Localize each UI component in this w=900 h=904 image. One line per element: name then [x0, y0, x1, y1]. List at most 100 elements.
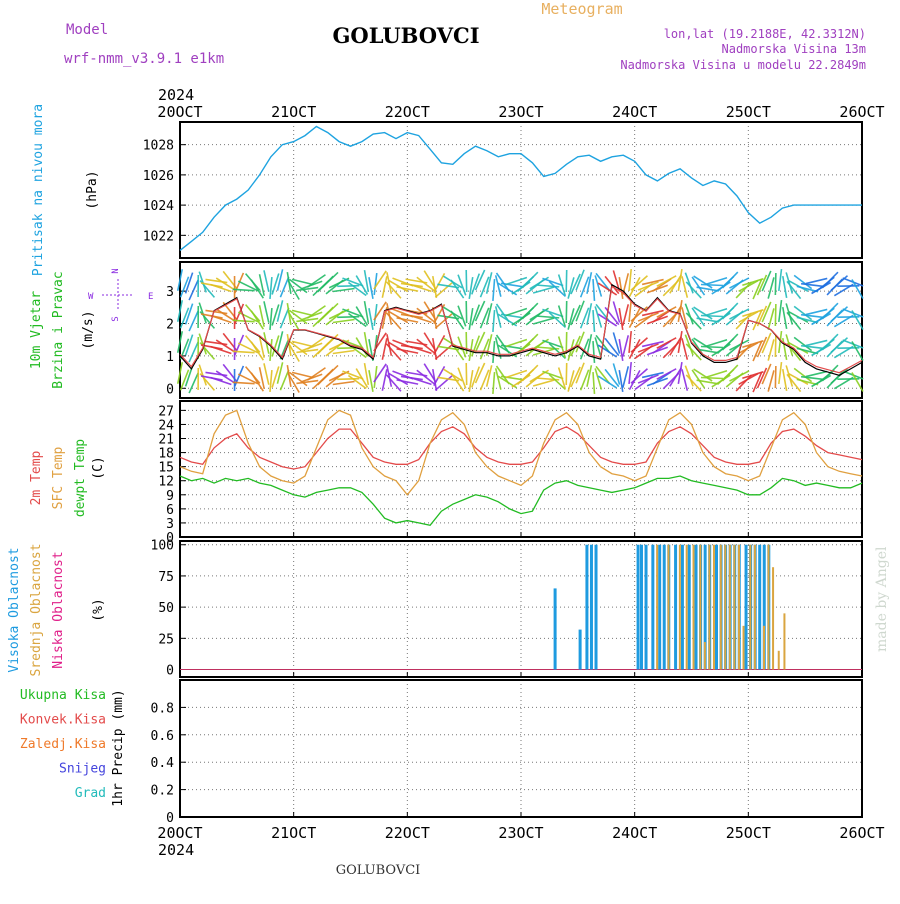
wind-arrow: [593, 310, 594, 332]
y-tick-label: 50: [158, 601, 174, 616]
y-tick-label: 12: [158, 475, 174, 490]
y-tick-label: 25: [158, 632, 174, 647]
mid-cloud-bar: [656, 545, 658, 670]
x-tick-label-top: 26OCT: [839, 103, 884, 121]
wind-arrow: [337, 317, 359, 318]
wind-arrow: [593, 341, 594, 363]
y-tick-label: 1024: [143, 199, 174, 214]
mid-cloud-bar: [763, 626, 765, 670]
wind-arrow: [333, 288, 355, 291]
wind-arrow: [337, 379, 359, 380]
high-cloud-bar: [681, 545, 684, 670]
wind-arrow: [506, 278, 527, 285]
wind-arrow: [701, 284, 723, 285]
footer-station: GOLUBOVCI: [336, 863, 421, 878]
wind-arrow: [333, 319, 355, 322]
wind-arrow: [682, 338, 687, 359]
dewpt-ylabel: dewpt Temp: [73, 439, 88, 517]
wind-arrow: [533, 380, 554, 386]
wind-arrow: [701, 346, 723, 347]
pressure-ylabel: Pritisak na nivou mora: [31, 104, 46, 276]
wind-arrow: [189, 373, 198, 393]
x-tick-label-bottom: 25OCT: [726, 824, 771, 842]
legend-convective-rain: Konvek.Kisa: [20, 713, 106, 728]
wind-arrow: [779, 300, 782, 322]
wind-arrow: [506, 309, 527, 316]
wind-arrow: [801, 346, 823, 349]
wind-arrow: [469, 308, 472, 330]
model-altitude: Nadmorska Visina u modelu 22.2849m: [620, 58, 866, 72]
wind-arrow: [433, 369, 437, 391]
x-tick-label-bottom: 20OCT: [157, 824, 202, 842]
mid-cloud-bar: [699, 545, 701, 670]
high-cloud-bar: [637, 545, 640, 670]
wind-arrow: [682, 276, 687, 297]
wind-arrow: [277, 269, 282, 290]
wind-arrow: [706, 309, 727, 316]
wind-ylabel-2: Brzina i Pravac: [51, 271, 66, 388]
y-tick-label: 2: [166, 318, 174, 333]
mid-cloud-bar: [768, 545, 770, 670]
high-cloud-bar: [554, 588, 557, 669]
y-tick-label: 21: [158, 433, 174, 448]
year-top: 2024: [158, 86, 194, 104]
high-cloud-bar: [595, 545, 598, 670]
high-cloud-bar: [640, 545, 643, 670]
compass-north: N: [111, 268, 121, 273]
y-tick-label: 1022: [143, 229, 174, 244]
wind-arrow: [433, 276, 437, 298]
wind-arrow: [506, 371, 527, 378]
wind-arrow: [768, 339, 774, 360]
wind-arrow: [365, 301, 369, 323]
wind-arrow: [533, 318, 554, 324]
y-tick-label: 24: [158, 418, 174, 433]
wind-arrow: [280, 277, 288, 297]
wind-arrow: [280, 308, 288, 328]
mid-cloud-bar: [743, 626, 745, 670]
wind-arrow: [593, 279, 594, 301]
y-tick-label: 0.4: [151, 756, 175, 771]
high-cloud-bar: [663, 545, 666, 670]
y-tick-label: 100: [151, 539, 174, 554]
high-cloud-ylabel: Visoka Oblacnost: [7, 547, 22, 672]
wind-arrow: [801, 377, 823, 380]
wind-arrow: [779, 269, 782, 291]
sfc-temp-ylabel: SFC Temp: [51, 447, 66, 510]
wind-arrow: [264, 301, 269, 322]
mid-cloud-ylabel: Srednja Oblacnost: [29, 543, 44, 676]
wind-arrow: [701, 315, 723, 316]
y-tick-label: 0.2: [151, 784, 174, 799]
wind-arrow: [189, 280, 198, 300]
wind-arrow: [587, 303, 591, 325]
wind-arrow: [487, 272, 492, 293]
wind-arrow: [581, 308, 589, 328]
wind-arrow: [587, 365, 591, 387]
wind-arrow: [581, 370, 589, 390]
wind-compass: N S W E: [88, 268, 153, 321]
compass-west: W: [88, 292, 94, 302]
wind-arrow: [801, 284, 823, 287]
wind-arrow: [682, 369, 687, 390]
mid-cloud-bar: [713, 545, 715, 670]
temp2m-ylabel: 2m Temp: [29, 450, 44, 505]
wind-arrow: [701, 377, 723, 378]
y-tick-label: 0: [166, 664, 174, 679]
high-cloud-bar: [651, 545, 654, 670]
compass-east: E: [148, 292, 153, 302]
compass-south: S: [111, 316, 121, 321]
model-name: wrf-nmm_v3.9.1 e1km: [64, 51, 224, 67]
x-tick-label-top: 22OCT: [385, 103, 430, 121]
mid-cloud-bar: [772, 567, 774, 669]
wind-arrow: [280, 370, 288, 390]
wind-arrow: [593, 372, 594, 394]
legend-total-rain: Ukupna Kisa: [20, 688, 106, 703]
model-label: Model: [66, 22, 108, 38]
x-tick-label-top: 21OCT: [271, 103, 316, 121]
wind-arrow: [806, 309, 827, 314]
